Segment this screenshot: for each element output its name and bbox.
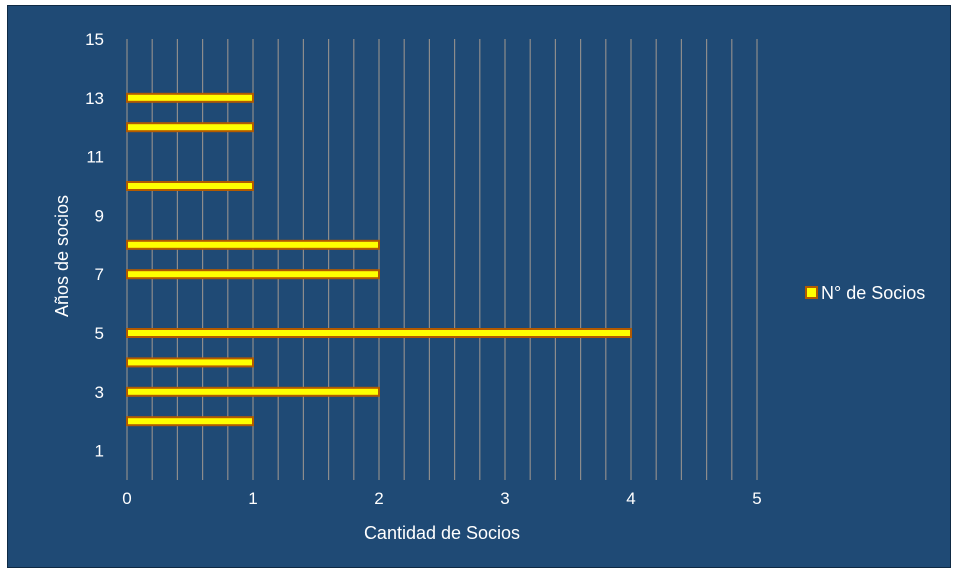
- x-tick-label: 2: [374, 489, 383, 508]
- gridlines: [126, 39, 758, 480]
- y-tick-label: 11: [86, 148, 104, 167]
- bar: [126, 328, 632, 338]
- bar: [126, 181, 254, 191]
- bar: [126, 269, 380, 280]
- y-tick-label: 9: [95, 206, 104, 225]
- bar: [126, 92, 254, 103]
- bar: [126, 122, 254, 133]
- bar: [126, 239, 380, 250]
- x-tick-label: 0: [122, 489, 131, 508]
- legend: N° de Socios: [805, 283, 925, 303]
- y-tick-label: 1: [95, 442, 104, 461]
- y-tick-label: 5: [95, 324, 104, 343]
- legend-label: N° de Socios: [821, 283, 925, 303]
- y-tick-label: 13: [85, 89, 104, 108]
- x-tick-label: 3: [500, 489, 509, 508]
- y-tick-label: 3: [95, 383, 104, 402]
- bar-series: [126, 92, 632, 427]
- x-axis-title: Cantidad de Socios: [364, 523, 520, 543]
- y-tick-label: 7: [95, 265, 104, 284]
- bar: [126, 416, 254, 427]
- y-axis-title: Años de socios: [52, 195, 72, 317]
- bar: [126, 386, 380, 397]
- x-tick-label: 4: [626, 489, 635, 508]
- x-tick-label: 5: [752, 489, 761, 508]
- legend-swatch: [805, 286, 818, 299]
- x-tick-label: 1: [248, 489, 257, 508]
- x-axis-ticks: 0 1 2 3 4 5: [122, 489, 761, 508]
- y-tick-label: 15: [85, 30, 104, 49]
- bar: [126, 357, 254, 368]
